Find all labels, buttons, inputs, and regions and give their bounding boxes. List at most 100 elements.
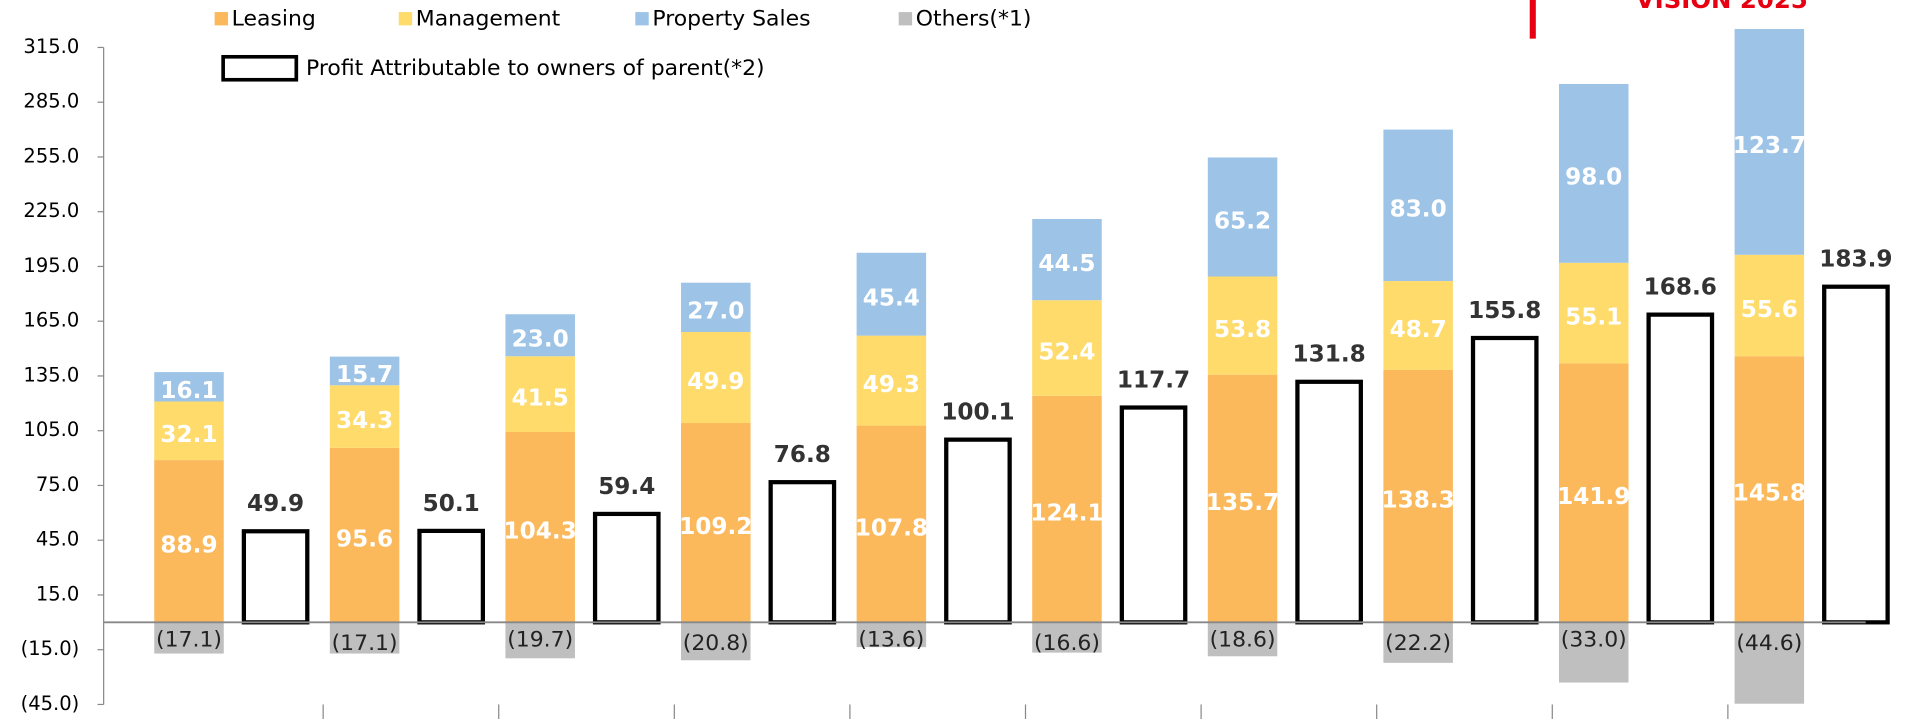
data-label: 183.9: [1819, 247, 1892, 273]
profit-bar: [241, 529, 310, 625]
data-label: (20.8): [683, 631, 749, 656]
data-label: 88.9: [160, 533, 217, 559]
data-label: (22.2): [1385, 631, 1451, 656]
legend-label: Property Sales: [652, 6, 810, 31]
data-label: 83.0: [1390, 197, 1447, 223]
bar-segment: [1734, 254, 1805, 357]
legend-swatch: [214, 12, 229, 26]
data-label: 34.3: [336, 408, 393, 434]
bar-segment: [329, 447, 400, 623]
profit-bar: [417, 528, 486, 625]
data-label: 27.0: [687, 299, 744, 325]
data-label: 55.1: [1565, 304, 1622, 330]
bar-segment: [154, 460, 224, 623]
legend-label: Others(*1): [916, 6, 1032, 31]
bar-segment: [1207, 374, 1278, 623]
data-label: 135.7: [1206, 490, 1279, 516]
bar-segment: [154, 622, 224, 654]
bar-segment: [505, 622, 575, 659]
y-tick-label: 225.0: [23, 199, 79, 222]
bar-segment: [856, 252, 927, 336]
bar-segment: [1207, 157, 1278, 277]
legend-label: Leasing: [232, 6, 316, 31]
data-label: 100.1: [941, 400, 1014, 426]
annotation: VISION 2025: [1636, 0, 1808, 14]
data-label: 48.7: [1390, 317, 1447, 343]
bar-segment: [1032, 622, 1102, 653]
bar-segment: [681, 331, 751, 424]
bar-segment: [856, 425, 927, 623]
data-label: 131.8: [1293, 342, 1366, 368]
bar-segment: [1032, 395, 1102, 623]
bar-segment: [505, 431, 575, 623]
y-tick-label: 165.0: [23, 309, 79, 332]
profit-bar: [944, 437, 1012, 625]
bar-segment: [505, 314, 575, 357]
data-label: 49.3: [863, 372, 920, 398]
y-tick-label: 255.0: [23, 145, 79, 168]
profit-bar: [768, 480, 837, 625]
data-label: 155.8: [1468, 298, 1541, 324]
profit-bar: [1119, 405, 1188, 625]
bar-segment: [1734, 356, 1805, 623]
bar-segment: [856, 335, 927, 426]
data-label: 76.8: [774, 442, 831, 468]
profit-bar: [1470, 335, 1539, 625]
data-label: 109.2: [679, 514, 752, 540]
bar-segment: [154, 401, 224, 461]
y-tick-label: (45.0): [21, 692, 80, 715]
bar-segment: [1383, 281, 1453, 370]
profit-bar: [1295, 379, 1363, 625]
data-label: 107.8: [855, 515, 928, 541]
profit-bar: [592, 511, 661, 625]
data-label: (18.6): [1210, 628, 1276, 653]
data-label: (19.7): [507, 628, 573, 653]
data-label: 41.5: [512, 386, 569, 412]
bar-segment: [1558, 83, 1629, 263]
y-tick-label: 285.0: [23, 90, 79, 113]
bar-segment: [856, 622, 927, 648]
data-label: 50.1: [423, 491, 480, 517]
data-label: 168.6: [1644, 275, 1717, 301]
data-label: 49.9: [247, 491, 304, 517]
data-label: 145.8: [1733, 481, 1806, 507]
y-tick-label: 315.0: [23, 35, 79, 58]
data-label: 138.3: [1382, 488, 1455, 514]
data-label: 32.1: [160, 422, 217, 448]
data-label: (33.0): [1561, 628, 1627, 653]
data-label: 15.7: [336, 362, 393, 388]
data-label: (44.6): [1736, 631, 1802, 656]
bar-segment: [329, 356, 400, 386]
bar-segment: [1207, 276, 1278, 375]
data-label: (17.1): [156, 628, 222, 653]
bar-segment: [1734, 622, 1805, 704]
data-label: 59.4: [598, 474, 655, 500]
y-tick-label: 75.0: [36, 473, 79, 496]
bar-segment: [1207, 622, 1278, 657]
bar-segment: [505, 356, 575, 432]
data-label: 141.9: [1557, 484, 1630, 510]
data-label: 45.4: [863, 286, 920, 312]
data-label: (13.6): [858, 628, 924, 653]
data-label: 52.4: [1038, 339, 1095, 365]
legend-label: Profit Attributable to owners of parent(…: [306, 56, 765, 81]
y-tick-label: 15.0: [36, 583, 79, 606]
profit-bar: [1646, 312, 1715, 625]
legend-swatch: [635, 12, 649, 26]
bar-segment: [1383, 129, 1453, 282]
bar-segment: [681, 282, 751, 332]
profit-bar: [1822, 284, 1890, 625]
bar-segment: [329, 385, 400, 448]
data-label: 104.3: [504, 519, 577, 545]
data-label: (16.6): [1034, 631, 1100, 656]
data-label: 55.6: [1741, 297, 1798, 323]
data-label: 98.0: [1565, 165, 1622, 191]
data-label: 124.1: [1030, 500, 1103, 526]
bar-segment: [1383, 622, 1453, 663]
data-label: 117.7: [1117, 368, 1190, 394]
bar-segment: [1383, 369, 1453, 623]
bar-segment: [1734, 29, 1805, 255]
y-tick-label: 195.0: [23, 254, 79, 277]
data-label: 23.0: [512, 327, 569, 353]
